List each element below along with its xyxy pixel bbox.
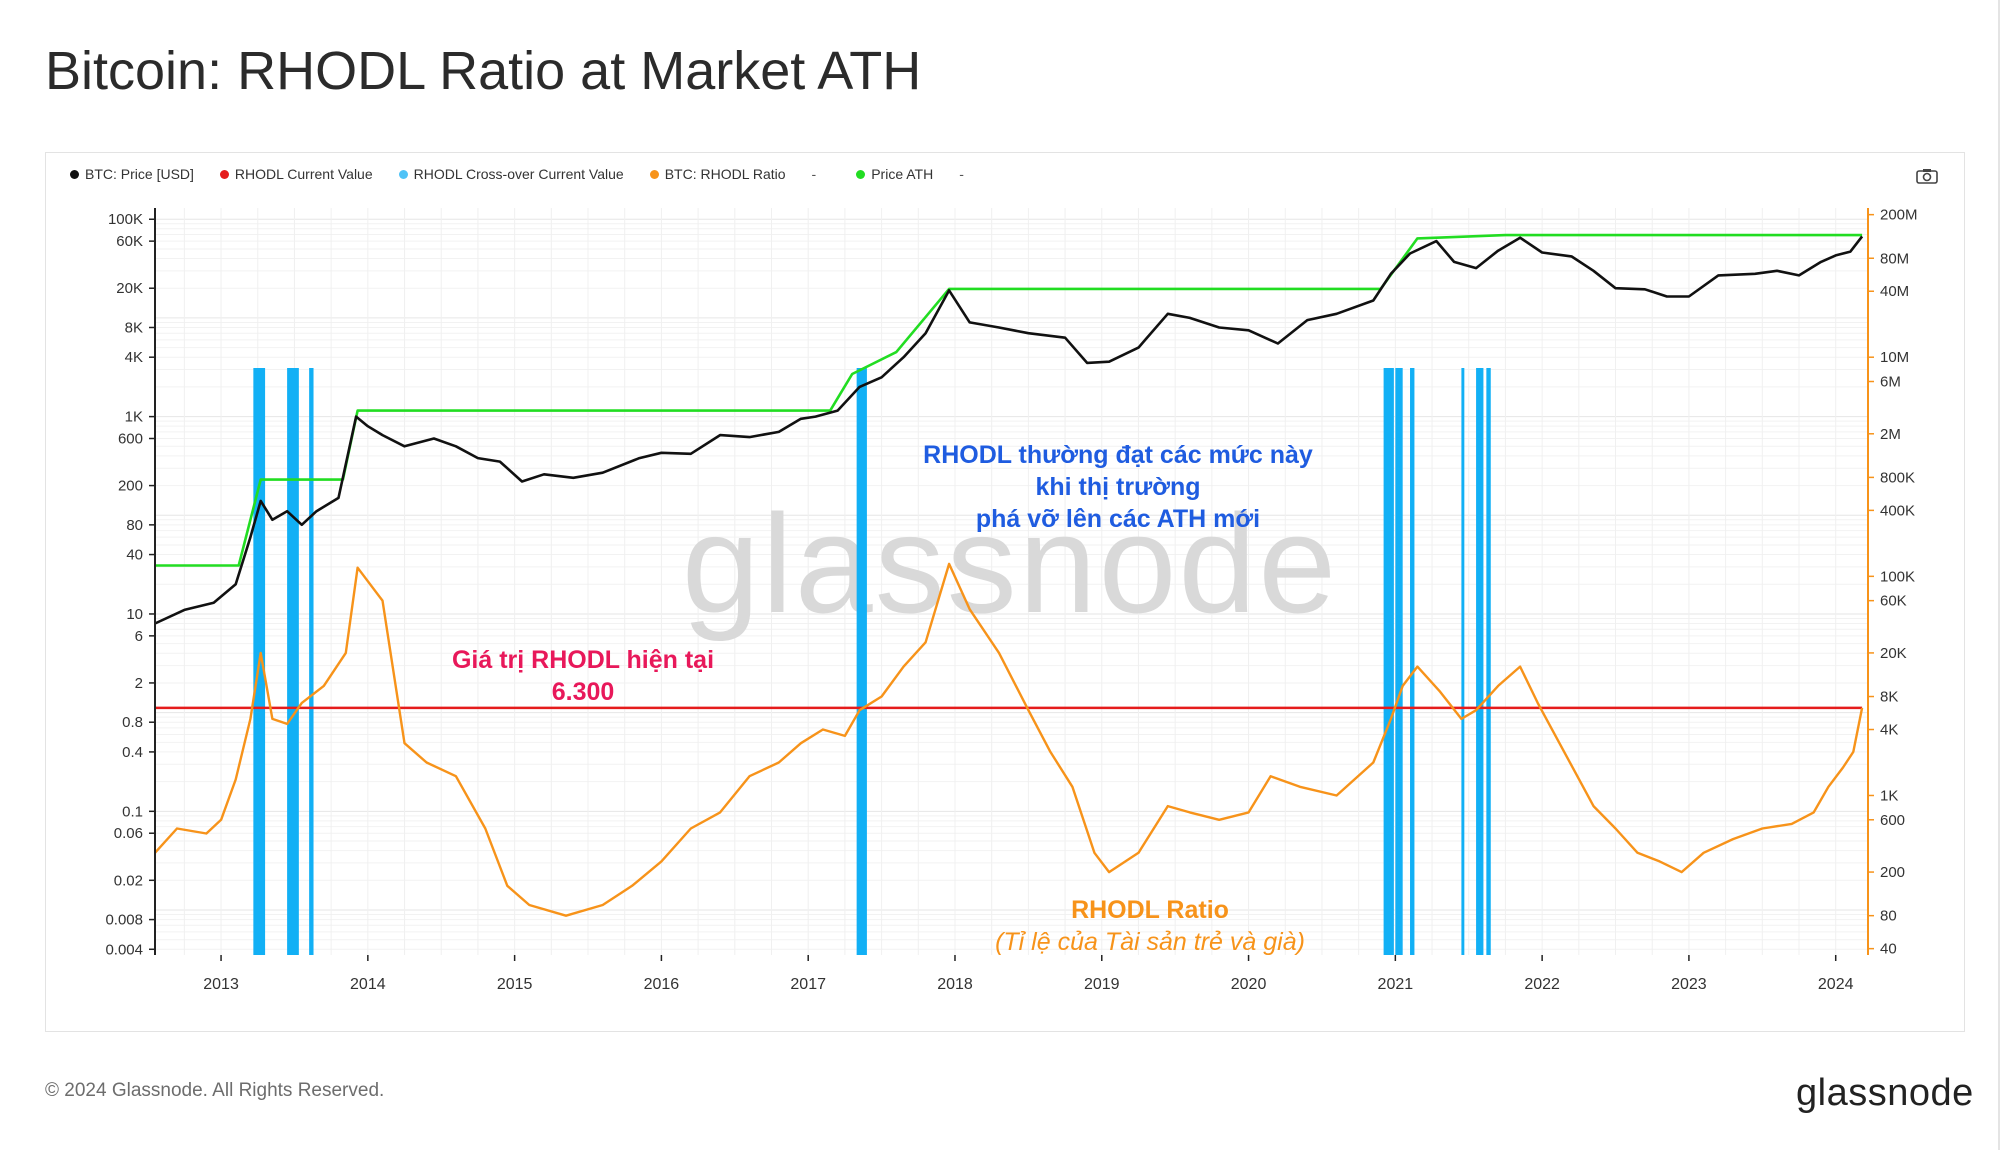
crossover-band xyxy=(1410,368,1415,955)
series-line-price-ath xyxy=(155,233,1863,567)
y-right-tick-label: 60K xyxy=(1880,593,1907,610)
x-tick-label: 2019 xyxy=(1084,976,1120,993)
legend-dash-1: - xyxy=(811,166,817,182)
series-line-btc-rhodl-ratio xyxy=(154,562,1864,917)
legend-item-price[interactable]: BTC: Price [USD] xyxy=(70,166,194,182)
legend-label-crossover: RHODL Cross-over Current Value xyxy=(413,166,624,182)
crossover-band xyxy=(287,368,299,955)
crossover-band xyxy=(1383,368,1394,955)
y-left-tick-label: 80 xyxy=(126,517,143,534)
crossover-band xyxy=(1476,368,1484,955)
y-right-tick-label: 200 xyxy=(1880,864,1905,881)
x-tick-label: 2021 xyxy=(1378,976,1414,993)
chart-lines xyxy=(154,233,1864,917)
y-left-tick-label: 0.008 xyxy=(105,912,143,929)
y-right-tick-label: 6M xyxy=(1880,374,1901,391)
y-right-tick-label: 10M xyxy=(1880,349,1909,366)
crossover-band xyxy=(1395,368,1403,955)
legend-item-crossover[interactable]: RHODL Cross-over Current Value xyxy=(398,166,624,182)
y-right-tick-label: 80 xyxy=(1880,908,1897,925)
watermark: glassnode xyxy=(682,485,1338,642)
page-title: Bitcoin: RHODL Ratio at Market ATH xyxy=(45,41,922,101)
crossover-band xyxy=(1486,368,1491,955)
y-left-tick-label: 100K xyxy=(108,211,143,228)
x-tick-label: 2014 xyxy=(350,976,386,993)
y-right-tick-label: 2M xyxy=(1880,426,1901,443)
y-left-tick-label: 8K xyxy=(125,319,143,336)
legend-label-price: BTC: Price [USD] xyxy=(85,166,194,182)
ath-note-line1: RHODL thường đạt các mức này xyxy=(923,441,1313,469)
y-right-tick-label: 100K xyxy=(1880,568,1915,585)
y-left-tick-label: 0.004 xyxy=(105,941,143,958)
y-left-tick-label: 600 xyxy=(118,430,143,447)
current-value-label-line2: 6.300 xyxy=(552,678,615,706)
legend-dot-current xyxy=(219,169,229,179)
y-left-tick-label: 0.8 xyxy=(122,714,143,731)
legend-label-ath: Price ATH xyxy=(871,166,934,182)
y-left-tick-label: 20K xyxy=(116,280,143,297)
crossover-band xyxy=(309,368,314,955)
camera-icon[interactable] xyxy=(1916,168,1938,184)
crossover-band xyxy=(856,368,867,955)
ath-note-line3: phá vỡ lên các ATH mới xyxy=(976,505,1260,533)
y-left-tick-label: 1K xyxy=(125,409,143,426)
y-left-tick-label: 0.1 xyxy=(122,803,143,820)
x-tick-label: 2013 xyxy=(203,976,239,993)
x-tick-label: 2016 xyxy=(644,976,680,993)
y-right-tick-label: 20K xyxy=(1880,645,1907,662)
y-right-tick-label: 200M xyxy=(1880,207,1918,224)
brand-logo[interactable]: glassnode xyxy=(1796,1072,1974,1114)
legend-item-ath[interactable]: Price ATH xyxy=(856,166,933,182)
y-left-tick-label: 60K xyxy=(116,233,143,250)
ath-note-line2: khi thị trường xyxy=(1035,473,1200,501)
y-right-tick-label: 40 xyxy=(1880,941,1897,958)
series-line-btc-price-usd xyxy=(154,235,1864,625)
legend: BTC: Price [USD] RHODL Current Value RHO… xyxy=(70,164,1004,184)
legend-item-current[interactable]: RHODL Current Value xyxy=(219,166,373,182)
crossover-band xyxy=(1461,368,1465,955)
ratio-label-line2: (Tỉ lệ của Tài sản trẻ và già) xyxy=(995,928,1305,956)
y-right-tick-label: 600 xyxy=(1880,812,1905,829)
y-right-tick-label: 4K xyxy=(1880,722,1898,739)
y-right-tick-label: 40M xyxy=(1880,283,1909,300)
y-left-tick-label: 40 xyxy=(126,547,143,564)
y-left-tick-label: 4K xyxy=(125,349,143,366)
x-tick-label: 2023 xyxy=(1671,976,1707,993)
legend-item-ratio[interactable]: BTC: RHODL Ratio xyxy=(649,166,786,182)
legend-dash-2: - xyxy=(959,166,964,182)
y-left-tick-label: 2 xyxy=(135,675,143,692)
x-tick-label: 2024 xyxy=(1818,976,1854,993)
y-left-tick-label: 200 xyxy=(118,478,143,495)
y-right-tick-label: 800K xyxy=(1880,469,1915,486)
legend-dot-crossover xyxy=(398,169,408,179)
legend-dot-ath xyxy=(856,169,866,179)
legend-dot-ratio xyxy=(649,169,659,179)
y-right-tick-label: 1K xyxy=(1880,787,1898,804)
current-value-label-line1: Giá trị RHODL hiện tại xyxy=(452,646,714,674)
x-tick-label: 2015 xyxy=(497,976,533,993)
x-tick-label: 2017 xyxy=(790,976,826,993)
chart-grid xyxy=(155,208,1868,955)
ratio-label-line1: RHODL Ratio xyxy=(1071,896,1229,924)
chart-card xyxy=(45,152,1965,1032)
y-right-tick-label: 8K xyxy=(1880,689,1898,706)
y-left-tick-label: 0.4 xyxy=(122,744,143,761)
legend-label-ratio: BTC: RHODL Ratio xyxy=(664,166,786,182)
chart-axes: 100K 60K 20K 8K 4K 1K 600 200 80 40 10 6 2 0.8 0.4 0.1 0… xyxy=(105,207,1917,993)
y-left-tick-label: 6 xyxy=(135,628,143,645)
x-tick-label: 2022 xyxy=(1524,976,1560,993)
y-right-tick-label: 80M xyxy=(1880,250,1909,267)
copyright: © 2024 Glassnode. All Rights Reserved. xyxy=(45,1080,385,1101)
y-left-tick-label: 0.06 xyxy=(114,825,143,842)
y-right-tick-label: 400K xyxy=(1880,502,1915,519)
legend-label-current: RHODL Current Value xyxy=(234,166,373,182)
x-tick-label: 2018 xyxy=(937,976,973,993)
y-left-tick-label: 10 xyxy=(126,606,143,623)
x-tick-label: 2020 xyxy=(1231,976,1267,993)
legend-dot-price xyxy=(70,169,79,179)
y-left-tick-label: 0.02 xyxy=(114,872,143,889)
